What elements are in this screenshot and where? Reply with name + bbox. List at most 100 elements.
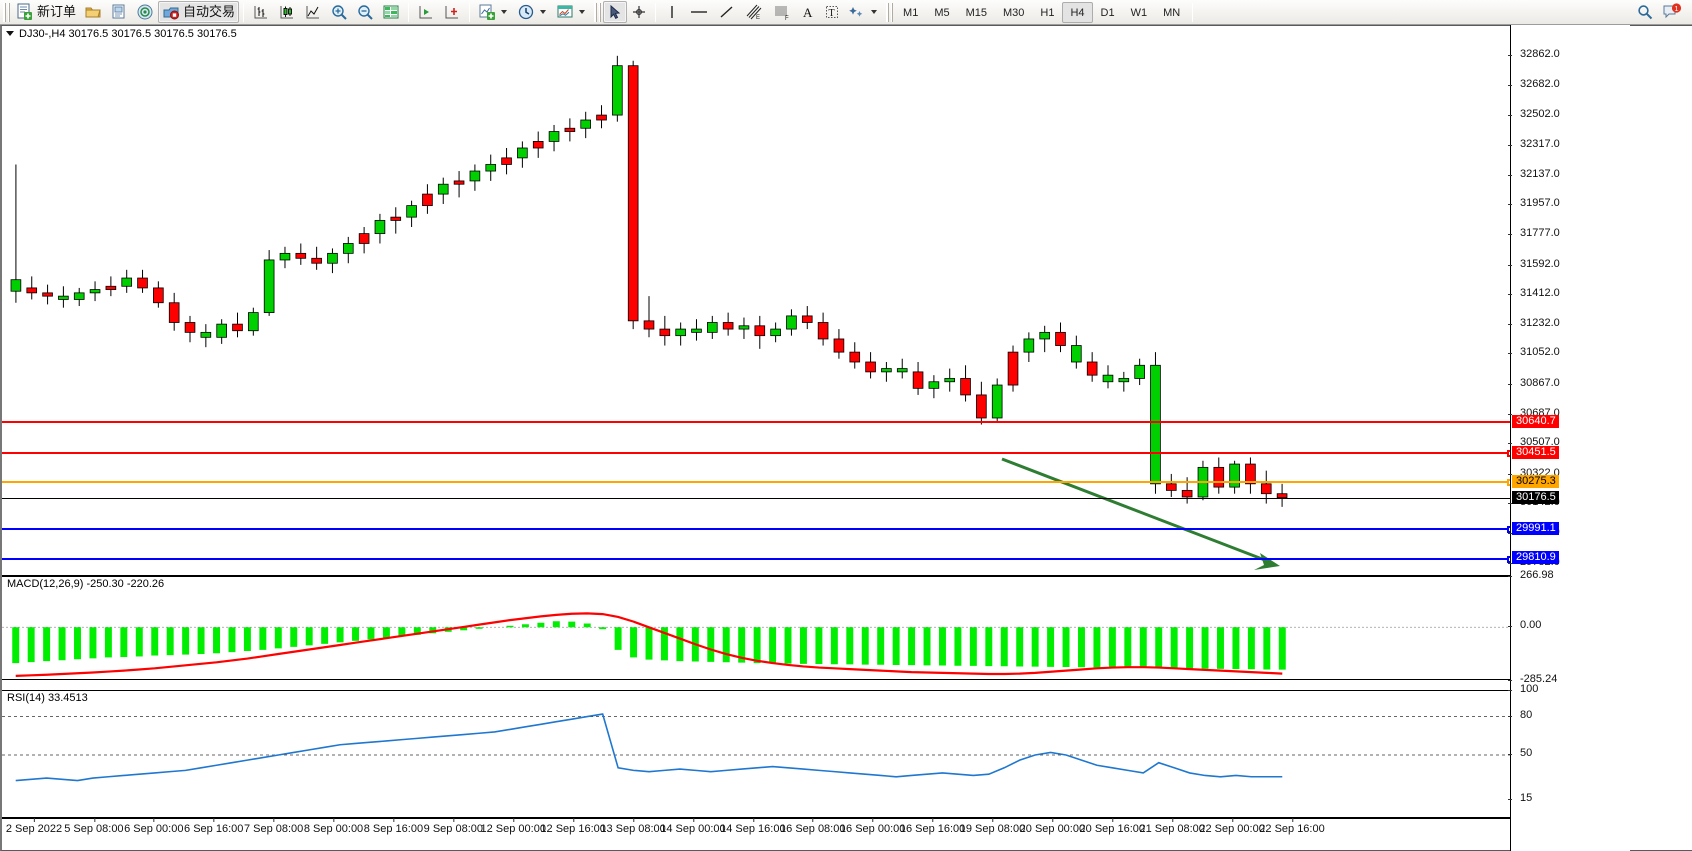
autotrading-button[interactable]: 自动交易: [158, 1, 240, 23]
price-badge-resistance-1: 30451.5: [1512, 445, 1559, 459]
time-scale[interactable]: 2 Sep 2022 5 Sep 08:00 6 Sep 00:00 6 Sep 16…: [2, 818, 1510, 842]
toolbar-grip[interactable]: [3, 2, 10, 22]
rsi-tick-label: 100: [1520, 683, 1539, 695]
chart-area[interactable]: DJ30-,H4 30176.5 30176.5 30176.5 30176.5…: [0, 25, 1692, 851]
timeframe-toolbar-grip[interactable]: [886, 2, 894, 22]
price-tick-label: 31957.0: [1520, 197, 1560, 210]
rsi-panel[interactable]: RSI(14) 33.4513: [2, 690, 1510, 818]
text-button[interactable]: A: [796, 1, 820, 23]
fibonacci-button[interactable]: F: [768, 1, 796, 23]
price-badge-resistance-2: 30640.7: [1512, 414, 1559, 428]
label-button[interactable]: T: [820, 1, 844, 23]
timeframe-m15[interactable]: M15: [965, 6, 987, 19]
timeframe-mn[interactable]: MN: [1163, 6, 1181, 19]
time-tick-label: 20 Sep 00:00: [1019, 823, 1086, 835]
time-tick: 12 Sep 00:00: [481, 818, 546, 835]
timeframe-w1[interactable]: W1: [1130, 6, 1148, 19]
timeframe-m5[interactable]: M5: [934, 6, 950, 19]
alert-count: 1: [1674, 4, 1678, 13]
trend-arrow-annotation[interactable]: [2, 41, 1510, 576]
new-order-button[interactable]: 新订单: [12, 1, 80, 23]
level-line-support-1[interactable]: [2, 526, 1514, 534]
time-tick: 5 Sep 08:00: [64, 818, 124, 835]
time-tick-label: 2 Sep 2022: [5, 823, 63, 835]
folder-icon: [85, 7, 101, 18]
folder-button[interactable]: [80, 1, 106, 23]
drawing-toolbar-grip[interactable]: [594, 2, 602, 22]
macd-tick-label: -285.24: [1520, 673, 1558, 685]
time-tick: 7 Sep 08:00: [243, 818, 304, 835]
auto-scroll-button[interactable]: [413, 1, 439, 23]
time-tick-label: 20 Sep 16:00: [1079, 823, 1146, 835]
price-scale[interactable]: 32862.0 32682.0 32502.0 32317.0 32137.0 31957…: [1508, 25, 1630, 851]
time-tick: 16 Sep 16:00: [900, 818, 965, 835]
label-icon: T: [826, 6, 839, 19]
zoom-out-button[interactable]: [352, 1, 378, 23]
equidistant-channel-button[interactable]: E: [740, 1, 768, 23]
objects-dropdown-arrow[interactable]: [871, 10, 878, 14]
trendline-button[interactable]: [714, 1, 740, 23]
price-tick-label: 32317.0: [1520, 138, 1560, 151]
data-window-button[interactable]: [378, 1, 404, 23]
crosshair-button[interactable]: [627, 1, 651, 23]
vertical-line-button[interactable]: [660, 1, 684, 23]
timeframe-h4[interactable]: H4: [1062, 1, 1093, 23]
templates-button[interactable]: [552, 1, 591, 23]
level-line-resistance-1[interactable]: [2, 450, 1514, 458]
symbol-header[interactable]: DJ30-,H4 30176.5 30176.5 30176.5 30176.5: [2, 26, 237, 41]
zoom-out-icon: [358, 5, 373, 20]
line-chart-button[interactable]: [300, 1, 326, 23]
level-line-current-price[interactable]: [2, 497, 1510, 499]
cursor-button[interactable]: [603, 1, 628, 23]
price-panel[interactable]: [2, 41, 1514, 576]
indicators-button[interactable]: [474, 1, 513, 23]
horizontal-line-icon: [691, 11, 708, 13]
search-icon: [1638, 5, 1653, 20]
bar-chart-button[interactable]: [248, 1, 274, 23]
price-tick-label: 32502.0: [1520, 107, 1560, 120]
autotrading-icon: [163, 7, 180, 20]
price-tick-label: 31592.0: [1520, 257, 1560, 270]
auto-scroll-icon: [419, 6, 433, 19]
period-dropdown-arrow[interactable]: [540, 10, 547, 14]
price-tick-label: 30507.0: [1520, 436, 1560, 449]
trendline-icon: [720, 6, 733, 18]
time-tick-label: 16 Sep 00:00: [839, 823, 906, 835]
alerts-button[interactable]: 1: [1658, 1, 1686, 23]
timeframe-m30[interactable]: M30: [1003, 6, 1025, 19]
time-tick-label: 14 Sep 00:00: [660, 823, 726, 835]
chart-menu-triangle-icon[interactable]: [6, 31, 14, 36]
period-icon: [518, 4, 534, 20]
templates-dropdown-arrow[interactable]: [579, 10, 586, 14]
indicators-dropdown-arrow[interactable]: [501, 10, 508, 14]
time-tick-label: 21 Sep 08:00: [1139, 823, 1205, 835]
price-tick-label: 31232.0: [1520, 316, 1560, 329]
price-tick-label: 31777.0: [1520, 227, 1560, 240]
level-line-pivot[interactable]: [2, 479, 1514, 487]
time-tick: 6 Sep 00:00: [124, 818, 183, 835]
period-button[interactable]: [513, 1, 552, 23]
toolbar-separator-4: [655, 2, 657, 22]
zoom-in-button[interactable]: [326, 1, 352, 23]
timeframe-h1[interactable]: H1: [1040, 6, 1055, 19]
objects-button[interactable]: [844, 1, 883, 23]
time-tick-label: 7 Sep 08:00: [243, 823, 304, 835]
price-badge-pivot: 30275.3: [1512, 474, 1559, 488]
timeframe-m1[interactable]: M1: [903, 6, 919, 19]
alerts-icon: 1: [1663, 3, 1682, 19]
level-line-support-2[interactable]: [2, 555, 1514, 563]
search-button[interactable]: [1632, 1, 1658, 23]
time-tick: 19 Sep 08:00: [960, 818, 1025, 835]
horizontal-line-button[interactable]: [684, 1, 714, 23]
signals-button[interactable]: [132, 1, 158, 23]
candlestick-chart-button[interactable]: [274, 1, 300, 23]
timeframe-d1[interactable]: D1: [1100, 6, 1115, 19]
level-line-resistance-2[interactable]: [2, 421, 1510, 424]
vertical-line-icon: [671, 6, 673, 18]
time-tick-label: 8 Sep 16:00: [363, 823, 424, 835]
chart-shift-button[interactable]: [439, 1, 465, 23]
autotrading-label: 自动交易: [183, 4, 236, 19]
expert-advisor-button[interactable]: [106, 1, 132, 23]
time-tick-label: 16 Sep 08:00: [780, 823, 846, 835]
macd-panel[interactable]: MACD(12,26,9) -250.30 -220.26: [2, 576, 1510, 680]
